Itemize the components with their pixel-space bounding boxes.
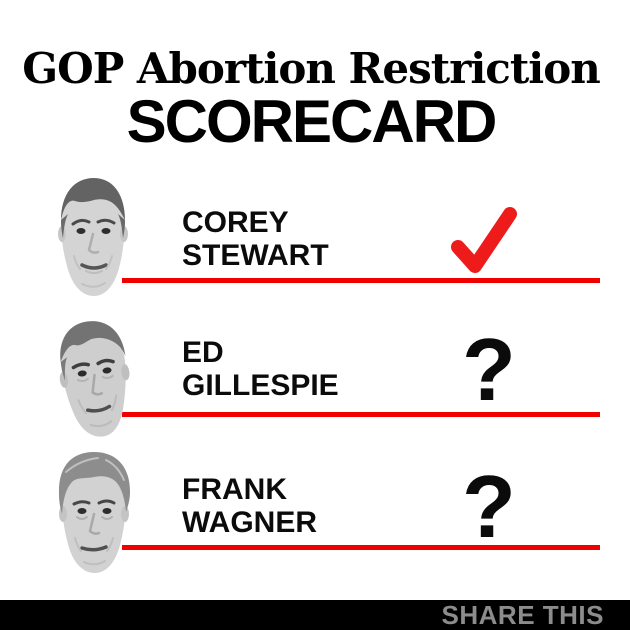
candidate-name: FRANK WAGNER (182, 473, 317, 539)
candidate-first-name: FRANK (182, 473, 287, 506)
header: GOP Abortion Restriction SCORECARD (0, 44, 622, 155)
footer-bar: SHARE THIS (0, 600, 630, 630)
row-divider-rule (122, 545, 600, 550)
candidate-photo-ed-gillespie (45, 314, 145, 444)
candidate-name: COREY STEWART (182, 206, 329, 272)
candidate-first-name: COREY (182, 206, 289, 239)
candidate-last-name: STEWART (182, 239, 329, 272)
row-divider-rule (122, 278, 600, 283)
candidate-photo-corey-stewart (48, 172, 138, 302)
share-this-button[interactable]: SHARE THIS (441, 600, 604, 630)
check-icon (450, 205, 518, 275)
row-divider-rule (122, 412, 600, 417)
page-title-line2: SCORECARD (126, 88, 498, 155)
candidate-name: ED GILLESPIE (182, 336, 339, 402)
page-title-line1: GOP Abortion Restriction (22, 44, 601, 93)
candidate-last-name: GILLESPIE (182, 369, 339, 402)
candidate-first-name: ED (182, 336, 224, 369)
candidate-last-name: WAGNER (182, 506, 317, 539)
question-mark: ? (462, 320, 516, 419)
candidate-photo-frank-wagner (46, 448, 142, 580)
question-mark: ? (462, 457, 516, 556)
